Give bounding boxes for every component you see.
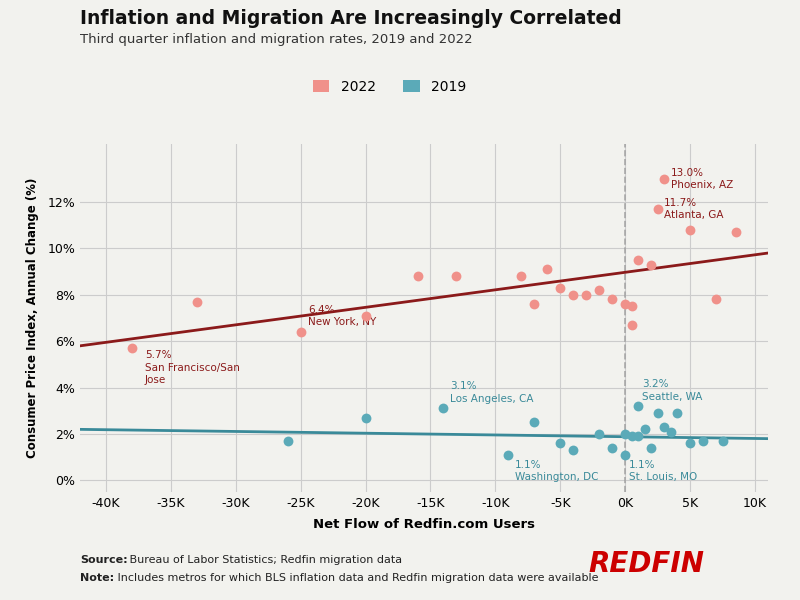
Text: Third quarter inflation and migration rates, 2019 and 2022: Third quarter inflation and migration ra…	[80, 33, 473, 46]
Text: 6.4%
New York, NY: 6.4% New York, NY	[309, 305, 377, 327]
Point	[411, 271, 424, 281]
Point	[651, 409, 664, 418]
Point	[626, 320, 638, 330]
Point	[670, 409, 683, 418]
Point	[502, 450, 514, 460]
Point	[651, 204, 664, 214]
Point	[664, 427, 677, 436]
Point	[554, 439, 566, 448]
Point	[190, 297, 203, 307]
Text: 1.1%
St. Louis, MO: 1.1% St. Louis, MO	[629, 460, 698, 482]
Point	[554, 283, 566, 293]
Point	[619, 299, 632, 309]
Point	[606, 443, 618, 453]
Point	[450, 271, 463, 281]
Point	[638, 425, 651, 434]
Legend: 2022, 2019: 2022, 2019	[307, 74, 472, 100]
Point	[567, 445, 580, 455]
Text: 1.1%
Washington, DC: 1.1% Washington, DC	[515, 460, 598, 482]
Point	[710, 295, 722, 304]
Point	[541, 265, 554, 274]
Point	[126, 343, 138, 353]
Point	[359, 413, 372, 422]
Point	[515, 271, 528, 281]
Point	[567, 290, 580, 299]
Point	[658, 422, 670, 432]
Text: Inflation and Migration Are Increasingly Correlated: Inflation and Migration Are Increasingly…	[80, 9, 622, 28]
Point	[593, 429, 606, 439]
Point	[359, 311, 372, 320]
Point	[645, 443, 658, 453]
Point	[645, 260, 658, 269]
Text: Bureau of Labor Statistics; Redfin migration data: Bureau of Labor Statistics; Redfin migra…	[126, 555, 402, 565]
Point	[716, 436, 729, 446]
Point	[632, 255, 645, 265]
Point	[626, 431, 638, 441]
Point	[580, 290, 593, 299]
Point	[658, 174, 670, 184]
Text: 13.0%
Phoenix, AZ: 13.0% Phoenix, AZ	[670, 167, 733, 190]
Point	[684, 439, 697, 448]
Text: Source:: Source:	[80, 555, 128, 565]
Point	[632, 401, 645, 411]
Text: Includes metros for which BLS inflation data and Redfin migration data were avai: Includes metros for which BLS inflation …	[114, 573, 598, 583]
Text: 5.7%
San Francisco/San
Jose: 5.7% San Francisco/San Jose	[145, 350, 240, 385]
Point	[606, 295, 618, 304]
Text: Note:: Note:	[80, 573, 114, 583]
Point	[684, 225, 697, 235]
Point	[294, 327, 307, 337]
Point	[729, 227, 742, 237]
Point	[632, 431, 645, 441]
Point	[626, 302, 638, 311]
Text: REDFIN: REDFIN	[588, 550, 704, 578]
Point	[593, 286, 606, 295]
Point	[697, 436, 710, 446]
Y-axis label: Consumer Price Index, Annual Change (%): Consumer Price Index, Annual Change (%)	[26, 178, 39, 458]
Point	[282, 436, 294, 446]
Point	[619, 450, 632, 460]
Text: 11.7%
Atlanta, GA: 11.7% Atlanta, GA	[664, 198, 724, 220]
Point	[437, 404, 450, 413]
Text: 3.2%
Seattle, WA: 3.2% Seattle, WA	[642, 379, 702, 401]
Point	[528, 299, 541, 309]
X-axis label: Net Flow of Redfin.com Users: Net Flow of Redfin.com Users	[313, 518, 535, 531]
Point	[528, 418, 541, 427]
Point	[619, 429, 632, 439]
Text: 3.1%
Los Angeles, CA: 3.1% Los Angeles, CA	[450, 382, 534, 404]
